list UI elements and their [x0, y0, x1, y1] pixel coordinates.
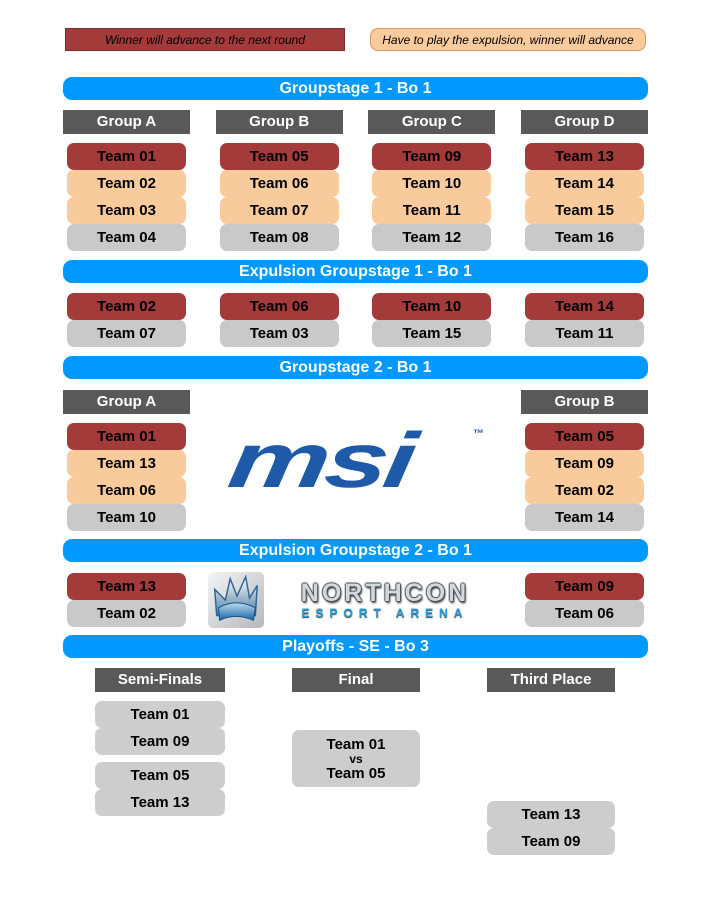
team-box: Team 13 [524, 143, 644, 170]
team-box: Team 09 [372, 143, 492, 170]
gs1-group-a-column: Team 01 Team 02 Team 03 Team 04 [63, 143, 190, 251]
gs2-group-b-column: Team 05 Team 09 Team 02 Team 14 [521, 423, 648, 531]
ex1-match-2: Team 06 Team 03 [216, 293, 343, 347]
gs1-group-c-column: Team 09 Team 10 Team 11 Team 12 [368, 143, 495, 251]
northcon-wordmark: NORTHCON [300, 579, 470, 607]
team-box: Team 15 [372, 320, 492, 347]
team-box: Team 05 [525, 423, 644, 450]
team-box: Team 13 [487, 801, 615, 828]
semifinal-match-2: Team 05 Team 13 [95, 762, 225, 816]
playoffs-header-semifinals: Semi-Finals [95, 668, 225, 692]
team-box: Team 06 [219, 170, 339, 197]
group-header-b: Group B [215, 110, 343, 134]
team-box: Team 07 [67, 320, 186, 347]
team-box: Team 10 [372, 293, 492, 320]
northcon-logo-text: NORTHCON ESPORT ARENA [265, 580, 505, 620]
team-box: Team 02 [525, 477, 644, 504]
trademark-symbol: ™ [473, 428, 484, 440]
section-header-groupstage-2: Groupstage 2 - Bo 1 [63, 356, 648, 379]
legend-expulsion-box: Have to play the expulsion, winner will … [370, 28, 646, 51]
team-box: Team 13 [67, 573, 186, 600]
team-box: Team 14 [524, 293, 644, 320]
gs1-teams: Team 01 Team 02 Team 03 Team 04 Team 05 … [63, 143, 648, 251]
gs1-group-d-column: Team 13 Team 14 Team 15 Team 16 [521, 143, 648, 251]
playoffs-final-column: Final [292, 668, 420, 692]
playoffs-semifinals-column: Semi-Finals Team 01 Team 09 Team 05 Team… [95, 668, 225, 816]
team-box: Team 02 [67, 293, 186, 320]
team-box: Team 09 [525, 450, 644, 477]
ex1-match-3: Team 10 Team 15 [368, 293, 495, 347]
gs1-group-b-column: Team 05 Team 06 Team 07 Team 08 [216, 143, 343, 251]
team-box: Team 02 [67, 170, 186, 197]
ex2-match-2: Team 09 Team 06 [521, 573, 648, 627]
team-box: Team 09 [487, 828, 615, 855]
team-box: Team 05 [95, 762, 225, 789]
playoffs-thirdplace-column: Third Place Team 13 Team 09 [487, 668, 615, 855]
team-box: Team 06 [525, 600, 644, 627]
final-team-top: Team 01 [326, 735, 386, 753]
team-box: Team 11 [524, 320, 644, 347]
msi-logo-text: msi [223, 416, 419, 504]
team-box: Team 10 [67, 504, 186, 531]
semifinal-match-1: Team 01 Team 09 [95, 701, 225, 755]
ex1-match-1: Team 02 Team 07 [63, 293, 190, 347]
team-box: Team 08 [219, 224, 339, 251]
team-box: Team 01 [95, 701, 225, 728]
final-team-bottom: Team 05 [326, 764, 386, 782]
team-box: Team 09 [525, 573, 644, 600]
team-box: Team 14 [524, 170, 644, 197]
ex1-match-4: Team 14 Team 11 [521, 293, 648, 347]
team-box: Team 01 [67, 143, 186, 170]
section-header-expulsion-2: Expulsion Groupstage 2 - Bo 1 [63, 539, 648, 562]
team-box: Team 12 [372, 224, 492, 251]
msi-logo: msi ™ [223, 416, 486, 504]
team-box: Team 13 [67, 450, 186, 477]
third-place-match: Team 13 Team 09 [487, 801, 615, 855]
team-box: Team 11 [372, 197, 492, 224]
ex1-matches: Team 02 Team 07 Team 06 Team 03 Team 10 … [63, 293, 648, 347]
team-box: Team 03 [219, 320, 339, 347]
team-box: Team 04 [67, 224, 186, 251]
crown-icon [207, 571, 265, 629]
group-header-c: Group C [368, 110, 496, 134]
team-box: Team 07 [219, 197, 339, 224]
section-header-playoffs: Playoffs - SE - Bo 3 [63, 635, 648, 658]
section-header-groupstage-1: Groupstage 1 - Bo 1 [63, 77, 648, 100]
group-header-d: Group D [520, 110, 648, 134]
team-box: Team 10 [372, 170, 492, 197]
gs1-group-headers: Group A Group B Group C Group D [63, 110, 648, 134]
team-box: Team 06 [219, 293, 339, 320]
team-box: Team 09 [95, 728, 225, 755]
gs2-group-header-a: Group A [63, 390, 190, 414]
gs2-group-a-column: Team 01 Team 13 Team 06 Team 10 [63, 423, 190, 531]
northcon-logo: NORTHCON ESPORT ARENA [207, 571, 505, 629]
team-box: Team 06 [67, 477, 186, 504]
section-header-expulsion-1: Expulsion Groupstage 1 - Bo 1 [63, 260, 648, 283]
group-header-a: Group A [63, 110, 190, 134]
team-box: Team 05 [219, 143, 339, 170]
team-box: Team 16 [524, 224, 644, 251]
team-box: Team 13 [95, 789, 225, 816]
final-match-box: Team 01 vs Team 05 [292, 730, 420, 787]
gs2-group-header-b: Group B [521, 390, 648, 414]
northcon-tagline: ESPORT ARENA [301, 606, 469, 620]
playoffs-header-final: Final [292, 668, 420, 692]
team-box: Team 15 [524, 197, 644, 224]
team-box: Team 01 [67, 423, 186, 450]
playoffs-header-thirdplace: Third Place [487, 668, 615, 692]
legend-winner-box: Winner will advance to the next round [65, 28, 345, 51]
versus-label: vs [349, 751, 363, 766]
team-box: Team 03 [67, 197, 186, 224]
team-box: Team 02 [67, 600, 186, 627]
ex2-match-1: Team 13 Team 02 [63, 573, 190, 627]
team-box: Team 14 [525, 504, 644, 531]
